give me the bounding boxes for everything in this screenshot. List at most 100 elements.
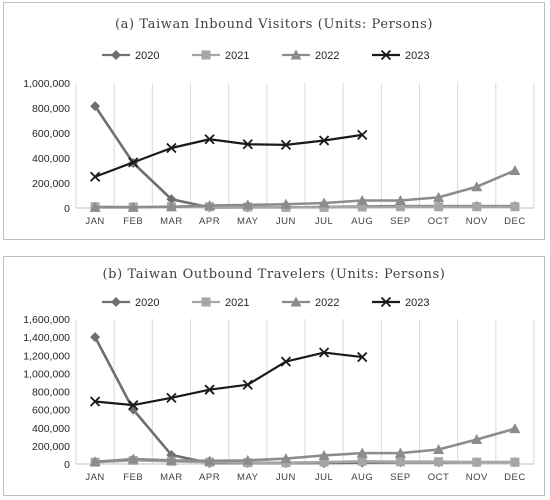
data-point-2022 bbox=[318, 197, 330, 208]
legend-label-2023: 2023 bbox=[405, 297, 429, 309]
x-tick-label: NOV bbox=[466, 472, 488, 483]
data-point-2023 bbox=[280, 139, 292, 151]
legend-marker-2022 bbox=[290, 296, 302, 307]
x-tick-label: FEB bbox=[123, 216, 143, 227]
data-point-2023 bbox=[166, 392, 177, 403]
x-tick-label: APR bbox=[199, 472, 220, 483]
series-2022 bbox=[89, 165, 521, 212]
data-point-2022 bbox=[280, 198, 292, 209]
gridlines bbox=[75, 319, 535, 464]
x-tick-label: SEP bbox=[390, 216, 411, 227]
x-tick-label: MAY bbox=[237, 216, 259, 227]
legend: 2020 2021 2022 2023 bbox=[102, 296, 429, 309]
x-tick-label: JAN bbox=[85, 216, 104, 227]
legend-marker-2020 bbox=[111, 297, 121, 307]
data-point-2022 bbox=[394, 447, 406, 458]
y-tick-label: 400,000 bbox=[32, 423, 70, 435]
data-point-2023 bbox=[128, 399, 139, 411]
x-tick-label: APR bbox=[199, 216, 220, 227]
data-point-2021 bbox=[472, 202, 482, 212]
series-line-2022 bbox=[95, 169, 516, 209]
x-tick-label: SEP bbox=[390, 472, 411, 483]
data-point-2020 bbox=[166, 194, 177, 205]
data-point-2023 bbox=[204, 134, 215, 145]
data-point-2023 bbox=[204, 384, 215, 395]
x-tick-label: MAR bbox=[160, 472, 183, 483]
x-tick-label: OCT bbox=[428, 216, 450, 227]
legend-label-2022: 2022 bbox=[315, 50, 339, 62]
data-point-2022 bbox=[509, 423, 521, 434]
x-tick-label: DEC bbox=[504, 472, 526, 483]
data-point-2021 bbox=[434, 202, 444, 212]
x-tick-label: MAR bbox=[160, 216, 183, 227]
x-tick-label: AUG bbox=[351, 216, 373, 227]
y-tick-label: 200,000 bbox=[32, 178, 70, 190]
x-tick-label: JUN bbox=[276, 216, 296, 227]
x-tick-label: JUL bbox=[315, 472, 333, 483]
y-tick-label: 1,200,000 bbox=[23, 350, 70, 362]
data-point-2022 bbox=[356, 195, 368, 205]
data-point-2022 bbox=[242, 199, 254, 210]
series-line-2022 bbox=[94, 427, 516, 464]
data-point-2022 bbox=[127, 453, 139, 464]
y-tick-label: 1,000,000 bbox=[23, 78, 70, 90]
y-tick-label: 800,000 bbox=[32, 103, 70, 115]
chart-title: (a) Taiwan Inbound Visitors (Units: Pers… bbox=[115, 17, 433, 32]
x-tick-label: FEB bbox=[123, 472, 143, 483]
data-point-2023 bbox=[357, 129, 368, 141]
data-point-2023 bbox=[318, 135, 330, 146]
legend-label-2021: 2021 bbox=[225, 297, 249, 309]
data-point-2023 bbox=[89, 171, 101, 182]
data-point-2022 bbox=[471, 181, 483, 192]
x-tick-label: OCT bbox=[428, 472, 450, 483]
data-point-2022 bbox=[394, 195, 406, 205]
legend-label-2020: 2020 bbox=[135, 50, 159, 62]
y-tick-label: 800,000 bbox=[32, 387, 70, 399]
data-point-2022 bbox=[318, 449, 330, 460]
legend-label-2022: 2022 bbox=[315, 297, 339, 309]
data-point-2022 bbox=[165, 201, 177, 212]
data-point-2022 bbox=[242, 454, 254, 465]
data-point-2020 bbox=[90, 332, 101, 343]
data-point-2021 bbox=[395, 202, 405, 212]
x-tick-label: DEC bbox=[504, 216, 526, 227]
inbound-visitors-chart: (a) Taiwan Inbound Visitors (Units: Pers… bbox=[3, 2, 545, 240]
series-2022 bbox=[89, 423, 521, 467]
data-point-2023 bbox=[280, 356, 292, 367]
data-point-2022 bbox=[471, 434, 483, 445]
data-point-2021 bbox=[510, 457, 520, 467]
legend-label-2021: 2021 bbox=[225, 50, 249, 62]
data-point-2021 bbox=[357, 456, 367, 466]
legend-marker-2020 bbox=[111, 50, 121, 60]
inbound-visitors-plot: (a) Taiwan Inbound Visitors (Units: Pers… bbox=[23, 17, 535, 227]
legend-marker-2023 bbox=[380, 49, 392, 61]
series-2023 bbox=[89, 129, 368, 182]
data-point-2021 bbox=[395, 457, 405, 467]
data-point-2021 bbox=[472, 457, 482, 467]
series-line-2023 bbox=[94, 133, 363, 178]
legend-label-2020: 2020 bbox=[135, 297, 159, 309]
data-point-2022 bbox=[433, 444, 445, 454]
data-point-2021 bbox=[510, 202, 520, 212]
x-tick-label: JUN bbox=[276, 472, 296, 483]
legend: 2020 2021 2022 2023 bbox=[102, 49, 429, 62]
y-tick-label: 1,600,000 bbox=[23, 314, 70, 326]
legend-marker-2023 bbox=[380, 296, 392, 308]
series-2023 bbox=[89, 347, 368, 411]
legend-marker-2022 bbox=[290, 49, 302, 60]
series-line-2023 bbox=[94, 351, 363, 407]
legend-label-2023: 2023 bbox=[405, 50, 429, 62]
data-point-2020 bbox=[90, 101, 101, 112]
y-tick-label: 1,400,000 bbox=[23, 332, 70, 344]
data-point-2023 bbox=[318, 347, 330, 358]
outbound-travelers-plot: (b) Taiwan Outbound Travelers (Units: Pe… bbox=[23, 267, 535, 483]
y-tick-label: 400,000 bbox=[32, 153, 70, 165]
y-tick-label: 0 bbox=[64, 459, 70, 471]
data-point-2023 bbox=[357, 351, 368, 363]
x-tick-label: AUG bbox=[351, 472, 373, 483]
data-point-2022 bbox=[509, 165, 521, 175]
data-point-2022 bbox=[127, 201, 139, 212]
data-point-2021 bbox=[357, 202, 367, 212]
legend-marker-2021 bbox=[201, 50, 211, 60]
data-point-2022 bbox=[89, 201, 101, 212]
